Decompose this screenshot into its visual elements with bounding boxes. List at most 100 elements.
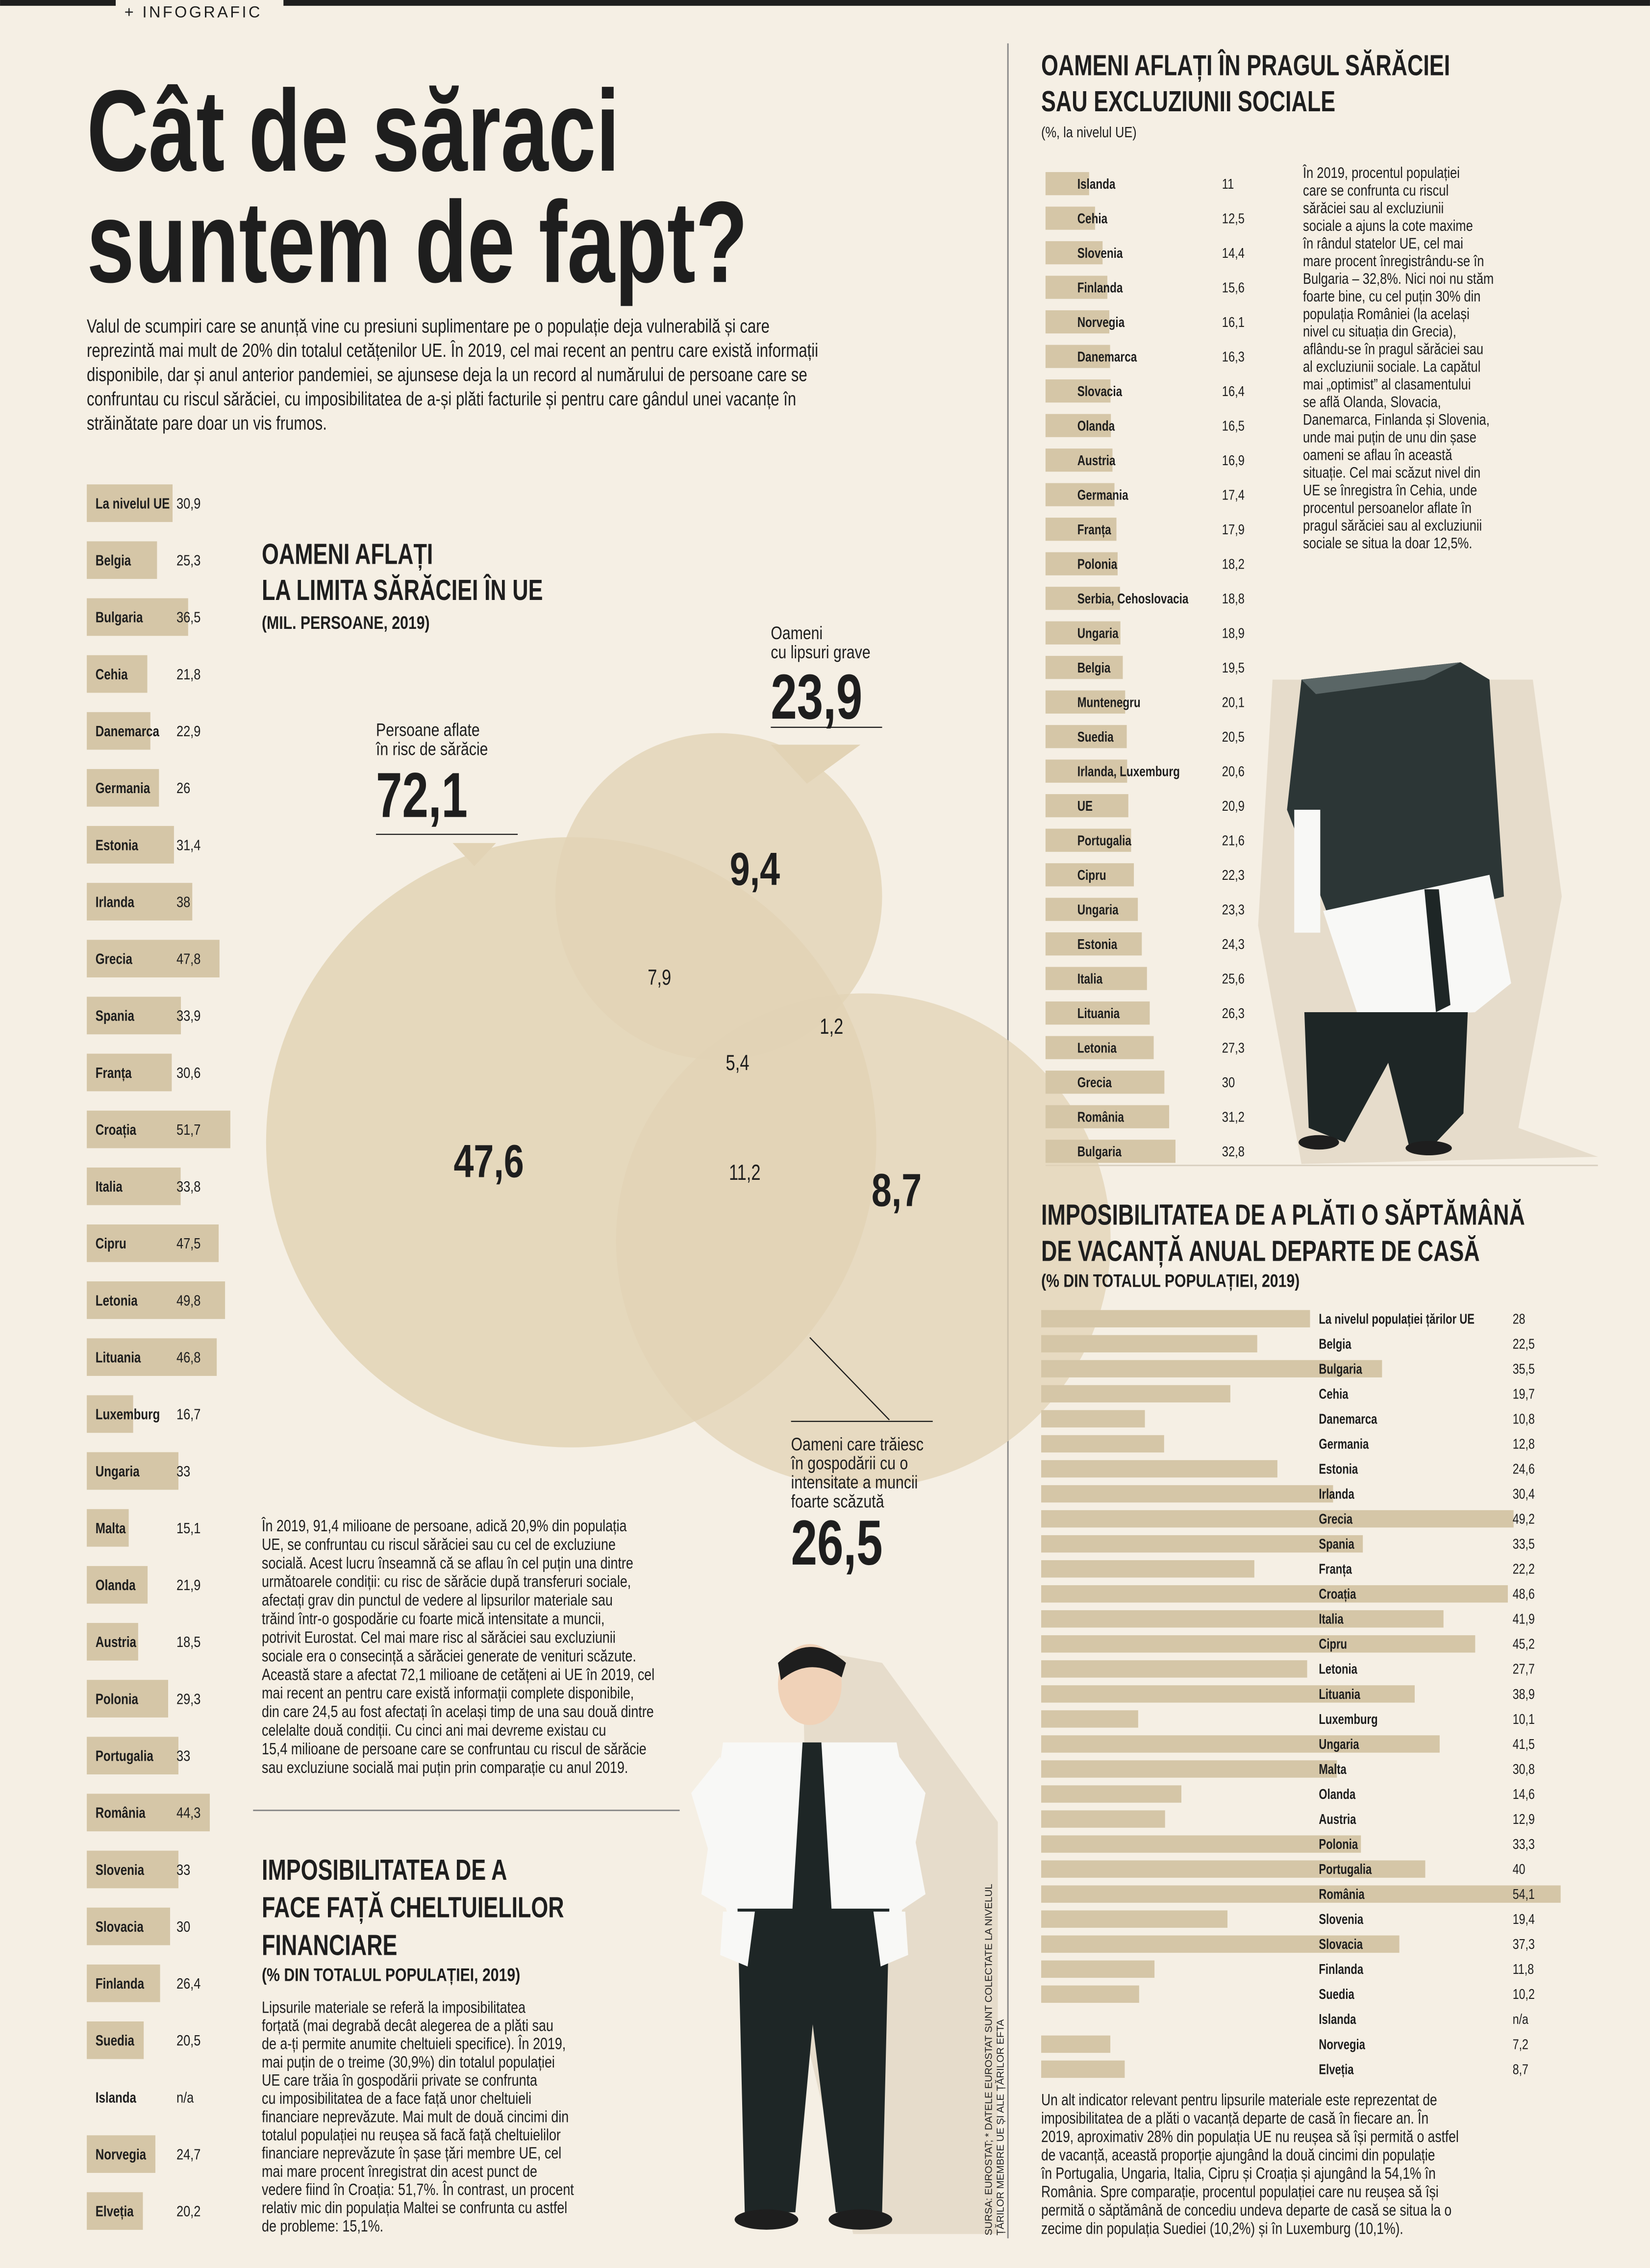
chart-text: afectați grav din punctul de vedere al l… — [262, 1591, 613, 1610]
bar — [1041, 1885, 1561, 1903]
category-label: La nivelul populației țărilor UE — [1319, 1312, 1475, 1327]
value-label: 21,8 — [176, 666, 200, 683]
tie — [1424, 889, 1450, 1012]
bar — [87, 598, 188, 636]
value-label: 22,2 — [1513, 1562, 1535, 1577]
value-label: 10,8 — [1513, 1412, 1535, 1427]
bar — [87, 1964, 160, 2002]
source-note: ȚĂRILOR MEMBRE UE ȘI ALE ȚĂRILOR EFTA — [995, 2019, 1006, 2236]
bar — [1041, 1535, 1363, 1553]
category-label: Italia — [1077, 972, 1103, 987]
region-value: 7,9 — [648, 966, 671, 990]
set-name: Oameni — [771, 623, 823, 644]
chart-text: UE care trăia în gospodării private se c… — [262, 2071, 537, 2090]
bar — [1041, 1310, 1310, 1328]
value-label: 15,6 — [1222, 279, 1245, 296]
bar — [1045, 1001, 1150, 1025]
category-label: Belgia — [1077, 660, 1111, 675]
value-label: 33,8 — [176, 1178, 200, 1196]
chart-subtitle: (% DIN TOTALUL POPULAȚIEI, 2019) — [262, 1965, 520, 1986]
category-label: Suedia — [1077, 729, 1114, 745]
value-label: 31,2 — [1222, 1109, 1245, 1125]
hair — [778, 1646, 846, 1680]
value-label: 38,9 — [1513, 1687, 1535, 1702]
chart-text: de probleme: 15,1%. — [262, 2217, 383, 2236]
chart-text: relativ mic din populația Maltei se conf… — [262, 2198, 567, 2217]
chart-text: care se confrunta cu riscul — [1303, 182, 1449, 199]
value-label: 20,9 — [1222, 798, 1245, 814]
illustration-box-man — [1258, 662, 1598, 1164]
bar — [1045, 449, 1113, 472]
value-label: 49,2 — [1513, 1512, 1535, 1527]
category-label: Islanda — [1077, 176, 1116, 192]
value-label: 18,9 — [1222, 625, 1245, 641]
value-label: 31,4 — [176, 837, 200, 854]
bar — [1041, 1460, 1277, 1478]
category-label: Grecia — [1319, 1512, 1352, 1527]
category-label: Polonia — [96, 1690, 139, 1707]
category-label: Cehia — [1077, 211, 1108, 226]
value-label: 33,5 — [1513, 1537, 1535, 1552]
category-label: Austria — [1319, 1812, 1356, 1827]
bar — [87, 940, 220, 978]
chart-text: pragul sărăciei sau al excluziunii — [1303, 517, 1482, 534]
category-label: România — [1319, 1887, 1365, 1902]
chart-text: foarte bine, cu cel puțin 30% din — [1303, 288, 1480, 305]
bar — [1041, 1910, 1228, 1928]
bar — [87, 1680, 169, 1718]
value-label: 20,1 — [1222, 694, 1245, 710]
category-label: Olanda — [1077, 419, 1115, 434]
value-label: 51,7 — [176, 1122, 200, 1139]
bar — [87, 1338, 217, 1376]
venn-circle — [616, 993, 1111, 1488]
chart-text: financiare neprevăzute în șase țări memb… — [262, 2144, 561, 2163]
chart-text: sociale a ajuns la cote maxime — [1303, 217, 1473, 234]
category-label: Slovenia — [1319, 1912, 1364, 1927]
category-label: Grecia — [1077, 1075, 1112, 1090]
bar — [1045, 759, 1127, 783]
chart-text: totalul populației nu reușea să facă faț… — [262, 2126, 561, 2144]
bar — [1041, 1685, 1415, 1703]
value-label: 16,5 — [1222, 418, 1245, 434]
region-value: 8,7 — [872, 1164, 922, 1216]
chart-text: vedere fiind în Croația: 51,7%. În contr… — [262, 2180, 574, 2199]
chart-text: în Portugalia, Ungaria, Italia, Cipru și… — [1041, 2165, 1436, 2182]
category-label: Slovenia — [1077, 246, 1123, 261]
intro-text: confruntau cu riscul sărăciei, cu imposi… — [87, 389, 796, 410]
category-label: Belgia — [96, 552, 131, 569]
value-label: n/a — [1513, 2012, 1529, 2027]
value-label: 20,2 — [176, 2203, 200, 2220]
category-label: UE — [1077, 798, 1093, 814]
category-label: Serbia, Cehoslovacia — [1077, 591, 1189, 606]
bar — [87, 1794, 210, 1832]
bar — [1045, 1036, 1154, 1059]
category-label: Slovenia — [96, 1861, 145, 1878]
chart-title: OAMENI AFLAȚI ÎN PRAGUL SĂRĂCIEI — [1041, 49, 1450, 81]
category-label: România — [96, 1804, 146, 1821]
value-label: 19,4 — [1513, 1912, 1535, 1927]
chart-title: FACE FAȚĂ CHELTUIELILOR — [262, 1892, 564, 1924]
value-label: 48,6 — [1513, 1587, 1535, 1602]
bar — [1041, 1385, 1230, 1403]
value-label: 33 — [176, 1463, 190, 1480]
value-label: 12,8 — [1513, 1437, 1535, 1452]
bar — [87, 769, 159, 807]
value-label: 30 — [1222, 1074, 1235, 1091]
arm — [1294, 809, 1321, 933]
category-label: Cehia — [96, 666, 128, 683]
category-label: Grecia — [96, 950, 133, 968]
chart-text: zecime din populația Suediei (10,2%) și … — [1041, 2220, 1403, 2238]
chart-text: unde mai puțin de unu din șase — [1303, 429, 1476, 446]
category-label: Cipru — [1077, 868, 1106, 883]
category-label: Lituania — [1319, 1687, 1360, 1702]
chart-text: mare procent înregistrându-se în — [1303, 252, 1484, 270]
bar — [1041, 1785, 1181, 1803]
value-label: 33 — [176, 1747, 190, 1765]
chart-text: sărăciei sau al excluziunii — [1303, 199, 1444, 217]
category-label: Cipru — [1319, 1637, 1347, 1652]
bar — [1045, 310, 1110, 334]
bar — [1041, 1985, 1139, 2003]
bar — [1045, 1105, 1170, 1128]
bar — [87, 1110, 230, 1148]
region-value: 1,2 — [820, 1015, 843, 1039]
